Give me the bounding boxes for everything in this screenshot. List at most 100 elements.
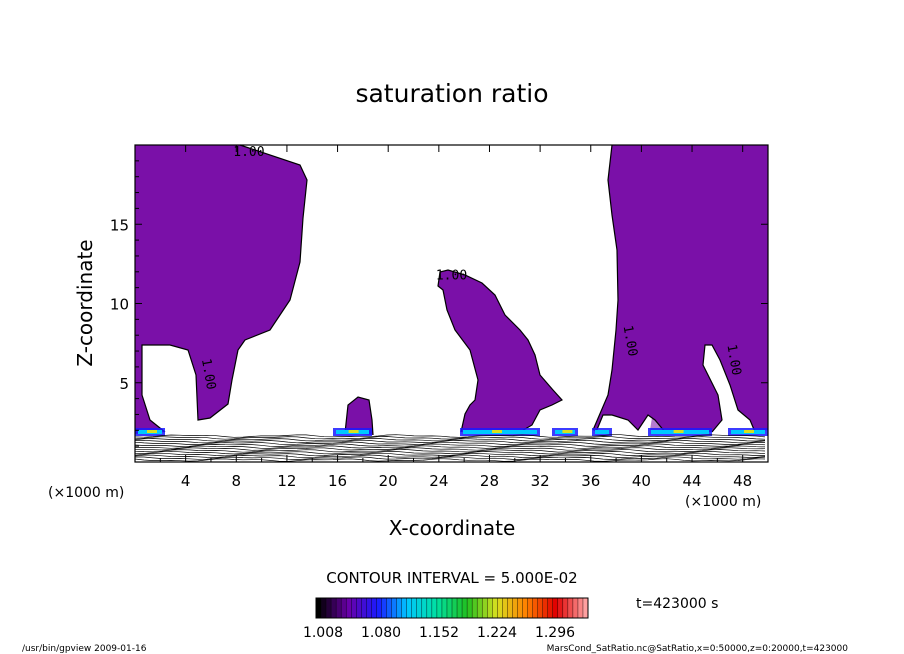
- colorbar-swatch: [567, 598, 574, 618]
- colorbar-swatch: [477, 598, 483, 618]
- colorbar-swatch: [482, 598, 488, 618]
- colorbar-swatch: [527, 598, 533, 618]
- colorbar-label: 1.008: [303, 625, 343, 641]
- colorbar-swatch: [346, 598, 352, 618]
- colorbar-swatch: [502, 598, 508, 618]
- colorbar-swatch: [426, 598, 433, 618]
- band-cell-core: [492, 430, 502, 433]
- surface-contour-line: [134, 454, 766, 459]
- colorbar-swatch: [446, 598, 453, 618]
- surface-contour-line: [134, 441, 765, 446]
- colorbar-swatch: [321, 598, 327, 618]
- band-cell-core: [673, 430, 684, 433]
- contour-line-right: [592, 144, 619, 431]
- contour-label: 1.00: [436, 269, 467, 284]
- colorbar-swatch: [542, 598, 549, 618]
- x-tick-label: 20: [379, 472, 398, 490]
- colorbar-swatch: [452, 598, 458, 618]
- contour-line-right-gap: [595, 414, 666, 433]
- contour-label: 1.00: [233, 145, 264, 160]
- colorbar-swatch: [547, 598, 554, 618]
- y-tick-label: 5: [119, 375, 129, 393]
- colorbar: [315, 598, 589, 618]
- colorbar-swatch: [411, 598, 418, 618]
- colorbar-swatch: [537, 598, 543, 618]
- contour-line-right-hole: [702, 344, 756, 433]
- colorbar-swatch: [386, 598, 392, 618]
- colorbar-swatch: [577, 598, 584, 618]
- band-cell-core: [348, 430, 359, 433]
- colorbar-frame: [315, 597, 589, 619]
- plot-area: 1.00 1.00 1.00 1.00 1.00: [134, 144, 769, 463]
- colorbar-swatch: [552, 598, 559, 618]
- surface-contour-line: [134, 439, 766, 444]
- colorbar-swatch: [341, 598, 347, 618]
- surface-color-bands: [135, 428, 768, 436]
- x-tick-label: 4: [181, 472, 191, 490]
- surface-contour-line: [134, 447, 766, 451]
- colorbar-swatch: [381, 598, 387, 618]
- surface-contour-line: [134, 445, 766, 449]
- y-axis-label: Z-coordinate: [73, 239, 97, 366]
- x-tick-label: 36: [581, 472, 600, 490]
- fill-center-left-blob: [345, 397, 373, 435]
- colorbar-swatch: [572, 598, 579, 618]
- contour-labels: 1.00 1.00 1.00 1.00 1.00: [198, 145, 744, 391]
- colorbar-swatch: [416, 598, 423, 618]
- band-cell-core: [562, 430, 573, 433]
- colorbar-swatch: [457, 598, 463, 618]
- contour-outlines: [141, 144, 756, 436]
- colorbar-swatch: [396, 598, 402, 618]
- colorbar-swatch: [532, 598, 538, 618]
- colorbar-swatch: [492, 598, 498, 618]
- colorbar-label: 1.224: [477, 625, 517, 641]
- x-axis-unit-left: (×1000 m): [48, 485, 124, 501]
- colorbar-swatch: [517, 598, 523, 618]
- x-tick-label: 40: [632, 472, 651, 490]
- colorbar-swatch: [376, 598, 382, 618]
- x-axis-label: X-coordinate: [389, 516, 516, 540]
- contour-line-center: [437, 269, 563, 433]
- colorbar-swatch: [462, 598, 468, 618]
- colorbar-label: 1.080: [361, 625, 401, 641]
- x-tick-label: 32: [531, 472, 550, 490]
- x-tick-label: 16: [328, 472, 347, 490]
- colorbar-swatch: [391, 598, 397, 618]
- band-cell-core: [147, 430, 157, 433]
- contour-line-center-left: [344, 396, 374, 436]
- contour-label: 1.00: [198, 357, 218, 390]
- x-axis-unit-right: (×1000 m): [685, 494, 761, 510]
- surface-contour-lines: [134, 434, 766, 462]
- contour-label: 1.00: [723, 343, 743, 376]
- fill-right-plume: [593, 145, 768, 432]
- surface-contour-line: [134, 450, 766, 455]
- colorbar-swatch: [356, 598, 362, 618]
- colorbar-swatch: [512, 598, 518, 618]
- band-cell-core: [744, 430, 754, 433]
- colorbar-swatch: [436, 598, 443, 618]
- colorbar-swatch: [401, 598, 407, 618]
- colorbar-swatch: [371, 598, 377, 618]
- colorbar-swatch: [497, 598, 503, 618]
- surface-contour-line: [134, 436, 766, 440]
- colorbar-swatch: [331, 598, 337, 618]
- x-tick-label: 12: [277, 472, 296, 490]
- x-axis: 4 8 12 16 20 24 28 32 36 40 44 48: [159, 145, 752, 490]
- fill-center-plume: [438, 270, 562, 432]
- colorbar-swatch: [406, 598, 413, 618]
- time-label: t=423000 s: [636, 596, 718, 612]
- surface-contour-line: [134, 458, 766, 462]
- colorbar-swatch: [336, 598, 342, 618]
- x-tick-label: 48: [733, 472, 752, 490]
- footer-source: MarsCond_SatRatio.nc@SatRatio,x=0:50000,…: [547, 644, 849, 654]
- colorbar-swatch: [557, 598, 564, 618]
- colorbar-swatch: [507, 598, 513, 618]
- surface-contour-line: [134, 443, 766, 447]
- colorbar-label: 1.152: [419, 625, 459, 641]
- surface-contour-line: [134, 434, 766, 438]
- y-tick-label: 15: [110, 216, 129, 234]
- colorbar-swatch: [441, 598, 448, 618]
- colorbar-swatch: [472, 598, 478, 618]
- surface-contour-line: [134, 449, 766, 453]
